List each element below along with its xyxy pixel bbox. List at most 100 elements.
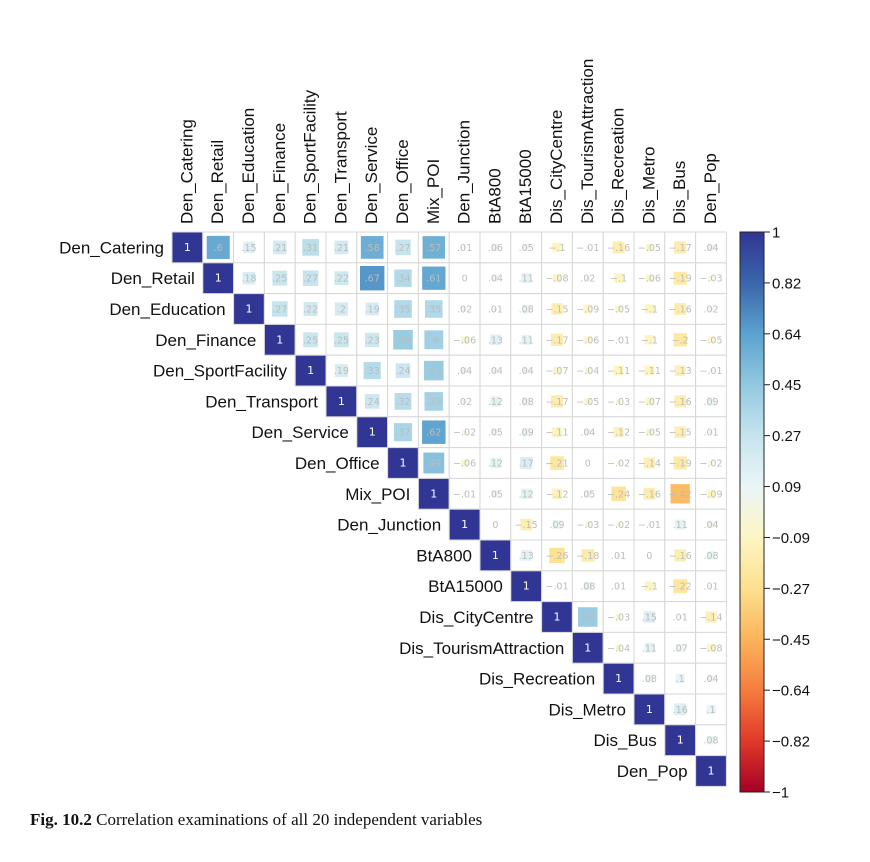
cell-value-label: .22 (334, 274, 349, 285)
cell-value-label: −.1 (548, 243, 565, 254)
correlation-square (393, 423, 413, 442)
correlation-square (365, 332, 380, 347)
correlation-square (644, 304, 655, 314)
cell-value-label: −.05 (576, 397, 599, 408)
cell-value-label: .01 (611, 551, 626, 562)
correlation-square (674, 426, 686, 438)
cell-value-label: .27 (395, 243, 410, 254)
correlation-square (521, 427, 531, 437)
cell-value-label: −.02 (607, 459, 630, 470)
cell-value-label: .08 (580, 582, 595, 593)
correlation-square (603, 663, 634, 694)
cell-value-label: 1 (400, 457, 407, 470)
cell-value-label: .09 (703, 397, 718, 408)
cell-value-label: .16 (673, 705, 688, 716)
cell-value-label: −.12 (607, 428, 630, 439)
correlation-square (394, 392, 412, 410)
cell-value-label: −.11 (607, 366, 630, 377)
cell-value-label: .08 (519, 397, 534, 408)
cell-frame (448, 262, 481, 295)
cell-value-label: .15 (241, 243, 256, 254)
row-label: Den_Pop (617, 762, 688, 781)
cell-value-label: .21 (272, 243, 287, 254)
column-label: Den_Office (393, 139, 412, 224)
correlation-square (615, 644, 622, 651)
correlation-square (490, 396, 501, 407)
correlation-square (422, 420, 446, 444)
correlation-square (707, 336, 715, 344)
correlation-square (706, 551, 716, 560)
cell-value-label: −.12 (545, 489, 568, 500)
correlation-square (422, 266, 446, 290)
row-label: Den_Junction (337, 516, 441, 535)
cell-value-label: .57 (426, 243, 441, 254)
cell-value-label: −.19 (669, 459, 692, 470)
correlation-square (584, 429, 591, 436)
correlation-square (462, 306, 467, 312)
cell-value-label: .04 (519, 366, 534, 377)
correlation-square (705, 611, 717, 623)
cell-value-label: −.06 (576, 335, 599, 346)
cell-value-label: −.06 (453, 335, 476, 346)
correlation-square (674, 365, 686, 376)
correlation-square (424, 300, 443, 318)
correlation-square (272, 301, 288, 317)
cell-value-label: 0 (646, 551, 652, 562)
cell-value-label: −.1 (641, 582, 658, 593)
cell-value-label: −.03 (607, 397, 630, 408)
correlation-square (676, 643, 685, 652)
correlation-square (206, 235, 230, 259)
cell-value-label: .24 (365, 397, 380, 408)
cell-value-label: .04 (703, 243, 718, 254)
cell-value-label: −.1 (641, 335, 658, 346)
correlation-square (584, 367, 591, 374)
correlation-square (585, 276, 590, 281)
correlation-square (242, 271, 256, 285)
correlation-square (584, 490, 592, 498)
correlation-square (492, 275, 499, 282)
correlation-square (644, 581, 655, 591)
cell-value-label: .61 (426, 274, 441, 285)
cell-value-label: .23 (365, 335, 380, 346)
cell-value-label: −.07 (545, 366, 568, 377)
column-label: BtA15000 (516, 149, 535, 224)
cell-value-label: −.01 (699, 366, 722, 377)
correlation-square (243, 241, 255, 254)
correlation-square (172, 232, 203, 263)
correlation-square (272, 270, 288, 286)
cell-value-label: −.17 (545, 397, 568, 408)
correlation-square (706, 704, 716, 715)
correlation-square (643, 457, 655, 469)
cell-value-label: −.08 (545, 274, 568, 285)
figure-caption-label: Fig. 10.2 (30, 810, 92, 829)
cell-value-label: .6 (214, 243, 223, 254)
cell-value-label: −.03 (699, 274, 722, 285)
cell-value-label: −.42 (669, 489, 692, 500)
correlation-square (706, 643, 716, 653)
cell-value-label: −.16 (607, 243, 630, 254)
figure-caption: Fig. 10.2 Correlation examinations of al… (30, 810, 482, 830)
column-label: Den_Service (362, 127, 381, 224)
column-label: Den_Catering (177, 119, 196, 224)
row-label: Den_Education (109, 300, 225, 319)
cell-value-label: −.01 (576, 243, 599, 254)
row-label: Den_Retail (111, 269, 195, 288)
correlation-square (520, 550, 532, 561)
correlation-square (675, 673, 685, 684)
correlation-square (616, 398, 622, 404)
correlation-square (491, 243, 500, 252)
cell-value-label: −.15 (545, 305, 568, 316)
cell-value-label: −.14 (638, 459, 661, 470)
cell-value-label: −.26 (545, 551, 568, 562)
colorbar-tick-label: −0.09 (772, 530, 810, 547)
cell-value-label: 1 (646, 703, 653, 716)
column-label: Dis_TourismAttraction (578, 59, 597, 224)
correlation-square (643, 611, 656, 623)
correlation-square (709, 584, 713, 588)
column-label: Dis_Recreation (609, 108, 628, 224)
correlation-square (333, 332, 349, 348)
correlation-square (643, 487, 656, 500)
cell-value-label: −.16 (669, 551, 692, 562)
correlation-square (583, 304, 593, 314)
correlation-square (613, 365, 624, 376)
